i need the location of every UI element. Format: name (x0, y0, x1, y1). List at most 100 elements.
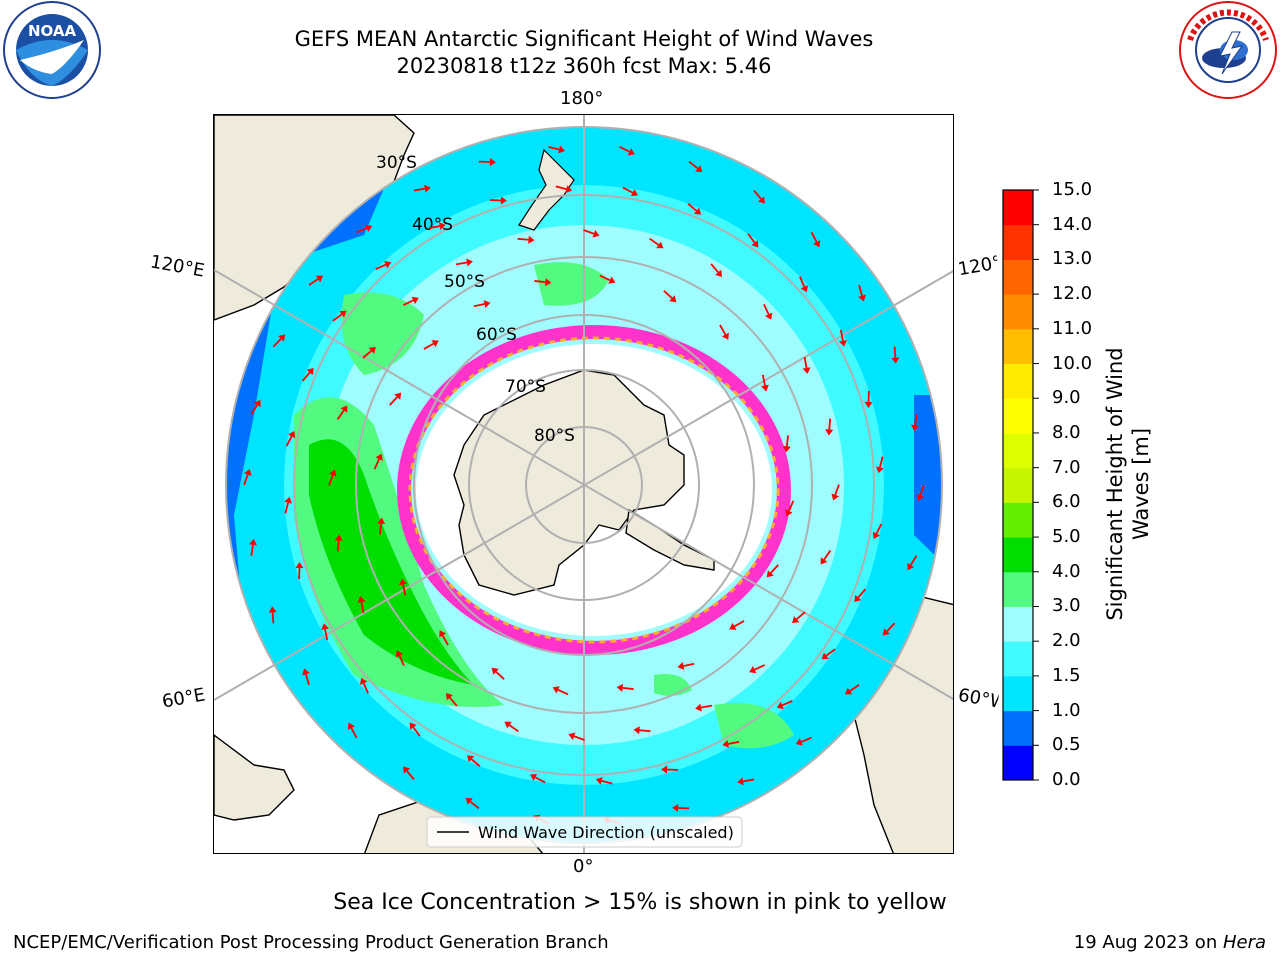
wave-arrow-shaft (663, 290, 673, 299)
wave-arrow-head (445, 693, 453, 701)
map-panel: 30°S 40°S 50°S 60°S 70°S 80°S Wind Wave … (213, 114, 954, 854)
colorbar-label: Significant Height of Wind Waves [m] (1102, 347, 1154, 620)
wave-arrow-head (907, 562, 915, 571)
wave-arrow-head (876, 466, 884, 474)
wave-arrow-shaft (788, 500, 795, 512)
colorbar (1002, 189, 1039, 781)
lon-label-bottom: 0° (573, 856, 594, 877)
wave-arrow-shaft (455, 261, 468, 266)
wave-arrow-shaft (619, 146, 630, 153)
wave-arrow-head (288, 431, 296, 439)
colorbar-tick-label: 15.0 (1052, 179, 1093, 200)
wave-arrow-head (466, 258, 473, 267)
wave-arrow-head (268, 606, 277, 613)
wave-arrow-head (831, 493, 840, 501)
lon-label-right-lower: 60°W (956, 684, 1000, 713)
wave-arrow-head (677, 662, 685, 670)
wave-arrow-shaft (534, 776, 546, 784)
wave-arrow-shaft (285, 435, 293, 447)
colorbar-segment (1003, 571, 1033, 607)
colorbar-segment (1003, 502, 1033, 538)
wave-arrow-head (295, 562, 304, 569)
wave-arrow-head (633, 726, 640, 735)
lat-label: 50°S (444, 272, 485, 292)
wave-arrow-head (377, 517, 386, 525)
wind-wave-arrows (243, 145, 925, 825)
wave-arrow-shaft (517, 237, 529, 241)
wave-arrow-head (328, 469, 337, 477)
wave-arrow-head (608, 276, 616, 284)
lat-labels: 30°S 40°S 50°S 60°S 70°S 80°S (376, 153, 575, 446)
wave-arrow-shaft (324, 629, 329, 641)
wave-arrow-shaft (250, 544, 254, 556)
wave-arrow-shaft (754, 664, 766, 671)
colorbar-tick-label: 2.0 (1052, 630, 1081, 652)
wave-arrow-head (813, 240, 821, 248)
lat-label: 70°S (505, 377, 546, 397)
wave-arrow-head (544, 278, 552, 287)
wave-arrow-shaft (828, 418, 832, 430)
wave-arrow-head (800, 285, 808, 293)
wave-arrow-head (466, 755, 475, 763)
lon-label-left-upper: 120°E (148, 251, 207, 282)
wave-arrow-shaft (734, 620, 745, 628)
wave-arrow-head (315, 275, 324, 283)
colorbar-tick-label: 14.0 (1052, 213, 1093, 235)
wave-arrow-shaft (834, 484, 840, 496)
wave-arrow-head (715, 269, 723, 277)
wave-arrow-shaft (362, 350, 372, 359)
colorbar-segment (1003, 710, 1033, 746)
colorbar-tick-label: 1.5 (1052, 664, 1081, 686)
wave-arrow-shaft (573, 735, 585, 741)
colorbar-tick-label: 13.0 (1052, 248, 1093, 270)
colorbar-tick-label: 8.0 (1052, 421, 1081, 443)
antarctica (453, 369, 685, 596)
new-zealand (518, 148, 575, 231)
wave-arrow-shaft (599, 274, 611, 281)
wave-arrow-head (757, 196, 765, 204)
wave-arrow-shaft (583, 229, 595, 235)
colorbar-segment (1003, 294, 1033, 330)
colorbar-segment (1003, 328, 1033, 365)
wave-arrow-head (695, 703, 702, 712)
wave-arrow-shaft (747, 233, 756, 244)
colorbar-segment (1003, 363, 1033, 399)
wave-arrow-head (854, 594, 862, 603)
colorbar-segment (1003, 467, 1033, 503)
wave-arrow-shaft (362, 682, 369, 694)
legend-label: Wind Wave Direction (unscaled) (478, 823, 734, 842)
wave-arrow-shaft (449, 697, 458, 707)
wave-arrow-shaft (373, 458, 380, 470)
wave-arrow-head (384, 261, 392, 269)
wave-arrow-head (368, 346, 376, 354)
wave-arrow-head (565, 185, 573, 193)
wave-arrow-head (729, 622, 737, 630)
wave-arrow-head (395, 650, 403, 658)
wave-arrow-shaft (470, 758, 481, 768)
wave-arrow-head (722, 740, 730, 748)
wave-arrow-shaft (406, 770, 415, 781)
wave-arrow-head (403, 766, 411, 774)
wave-arrow-shaft (763, 303, 770, 315)
wave-arrow-head (844, 687, 853, 695)
wave-arrow-shaft (441, 635, 449, 646)
wave-arrow-head (321, 623, 329, 631)
wave-arrow-head (792, 616, 800, 624)
footer-date-text: 19 Aug 2023 on (1073, 932, 1223, 953)
wave-arrow-head (669, 295, 677, 303)
wave-arrow-head (785, 509, 793, 517)
colorbar-label-line2: Waves [m] (1129, 427, 1153, 541)
wave-arrow-head (839, 339, 847, 347)
colorbar-tick-label: 11.0 (1052, 317, 1093, 339)
wave-arrow-shaft (301, 371, 311, 382)
wave-arrow-shaft (473, 303, 485, 308)
colorbar-tick-label: 4.0 (1052, 560, 1081, 582)
colorbar-segment (1003, 641, 1033, 677)
chart-title: GEFS MEAN Antarctic Significant Height o… (294, 27, 874, 51)
wave-arrow-head (439, 630, 447, 638)
wave-arrow-head (761, 384, 769, 392)
colorbar-tick-label: 0.5 (1052, 734, 1081, 756)
wave-arrow-head (749, 666, 757, 674)
wave-arrow-shaft (799, 276, 806, 288)
wave-arrow-shaft (398, 655, 405, 667)
